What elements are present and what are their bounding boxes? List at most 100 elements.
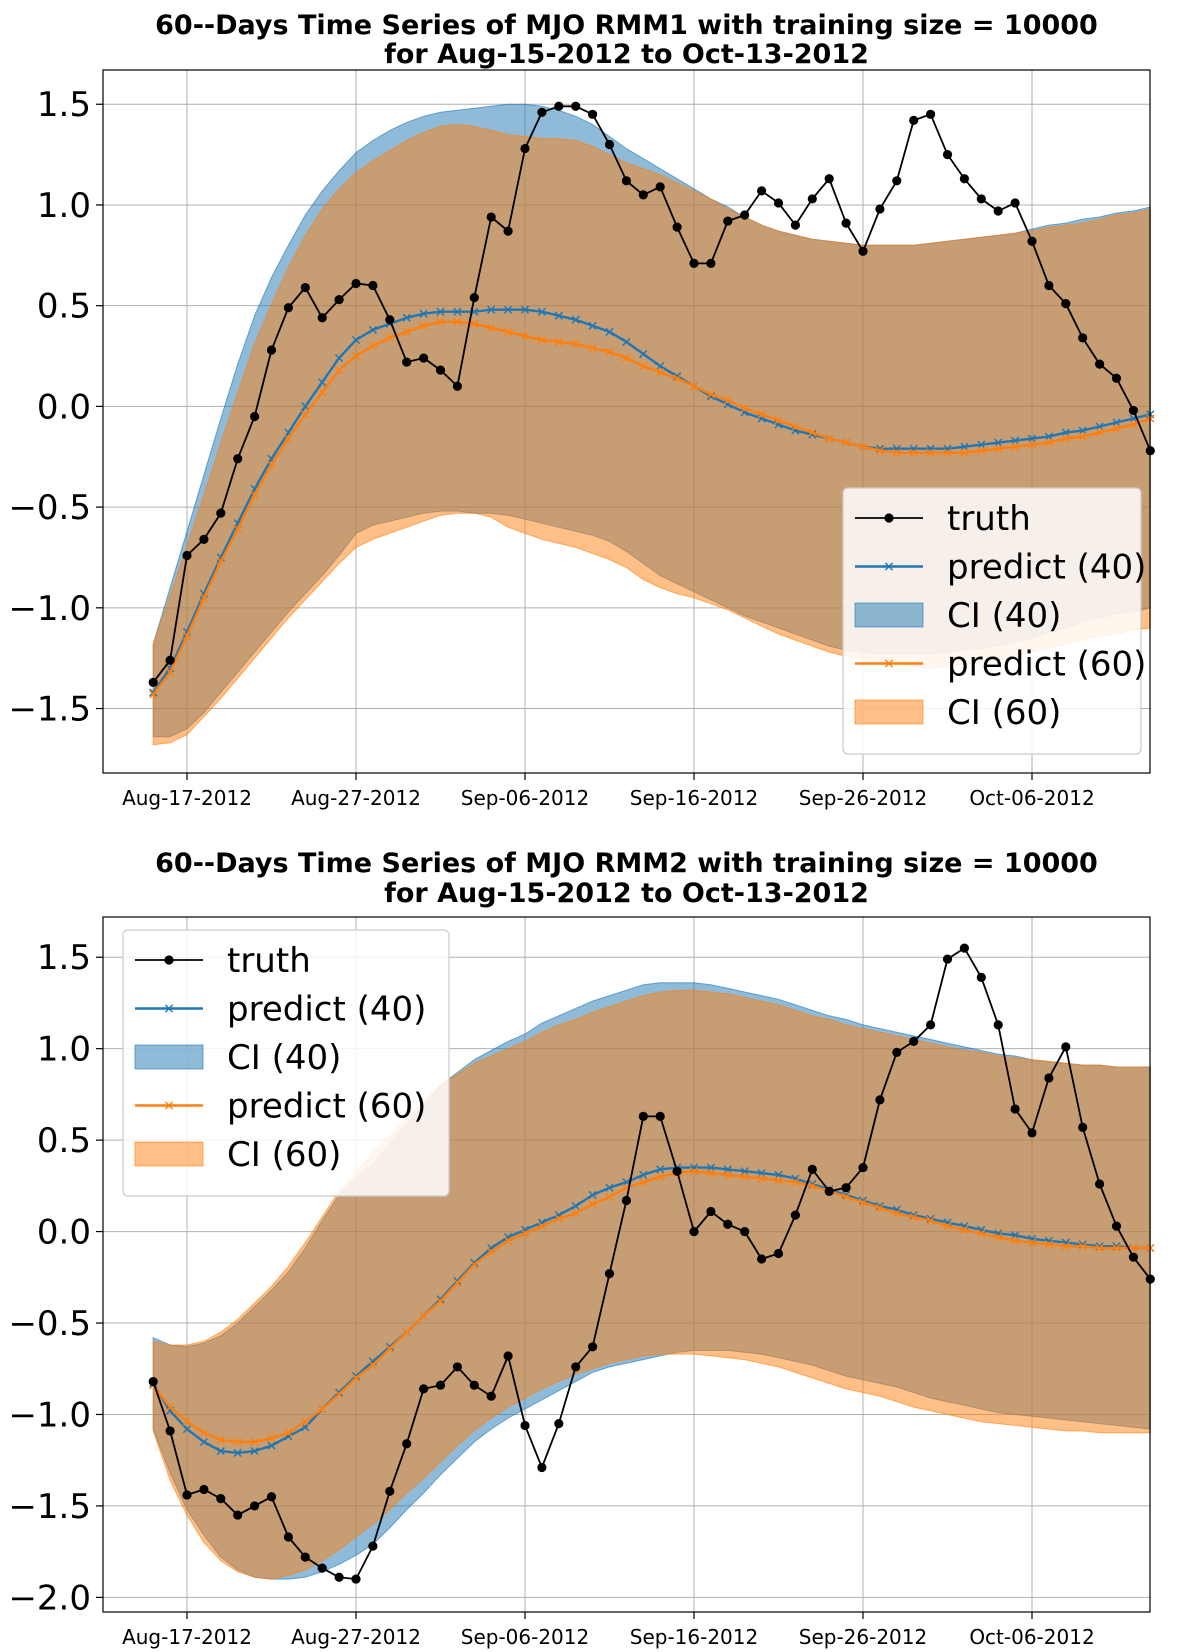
x-tick-label: Sep-16-2012 — [630, 1625, 758, 1649]
legend-swatch — [854, 699, 924, 725]
chart-subtitle: for Aug-15-2012 to Oct-13-2012 — [384, 878, 869, 909]
legend-swatch — [854, 602, 924, 628]
legend-item: CI (40) — [854, 596, 1061, 636]
y-tick-label: 1.5 — [37, 85, 91, 125]
data-point — [858, 246, 868, 256]
x-tick-label: Aug-17-2012 — [122, 786, 252, 810]
data-point — [453, 1278, 462, 1287]
data-point — [318, 378, 327, 387]
data-point — [351, 1574, 361, 1584]
data-point — [1111, 373, 1122, 383]
data-point — [419, 1311, 428, 1320]
legend-box — [122, 929, 450, 1197]
data-point — [723, 216, 733, 226]
data-point — [385, 1344, 394, 1353]
data-point — [604, 1269, 615, 1279]
data-point — [588, 1190, 597, 1200]
series-truth — [148, 943, 1155, 1584]
data-point — [909, 1212, 918, 1222]
y-tick-label: −1.0 — [8, 1395, 91, 1435]
data-point — [368, 280, 378, 291]
data-point — [520, 331, 530, 340]
legend-label: truth — [947, 499, 1031, 539]
legend-marker — [884, 659, 894, 668]
data-point — [554, 101, 564, 111]
x-tick-label: Aug-27-2012 — [291, 1625, 421, 1649]
data-point — [1061, 428, 1070, 437]
data-point — [656, 362, 665, 371]
data-point — [960, 442, 969, 451]
data-point — [166, 668, 175, 677]
data-point — [976, 972, 986, 982]
data-point — [385, 333, 394, 342]
data-point — [858, 1198, 868, 1207]
data-point — [622, 337, 631, 347]
data-point — [926, 448, 935, 457]
data-point — [622, 353, 631, 363]
legend-label: CI (60) — [947, 693, 1061, 733]
legend-item: CI (40) — [134, 1038, 341, 1078]
data-point — [740, 210, 750, 220]
data-point — [436, 1296, 445, 1306]
plot-frame — [102, 69, 1151, 774]
data-point — [672, 222, 682, 232]
data-point — [469, 293, 479, 303]
data-point — [419, 321, 428, 330]
data-point — [740, 404, 749, 413]
data-point — [1044, 432, 1053, 441]
data-point — [656, 368, 665, 377]
data-point — [318, 1404, 327, 1414]
legend-item: predict (60) — [855, 645, 1146, 685]
y-tick-label: 0.5 — [37, 287, 91, 327]
data-point — [621, 1195, 632, 1206]
legend-item: truth — [135, 941, 311, 981]
data-point — [317, 1563, 327, 1573]
data-point — [588, 1200, 597, 1209]
data-point — [757, 1254, 767, 1264]
x-tick-label: Sep-06-2012 — [461, 786, 589, 810]
data-point — [334, 1572, 344, 1582]
data-point — [1011, 442, 1020, 451]
data-point — [959, 943, 970, 953]
data-point — [942, 150, 953, 160]
data-point — [267, 1434, 276, 1443]
data-point — [706, 390, 715, 399]
y-tick-label: 0.5 — [37, 1121, 91, 1161]
x-tick-label: Aug-17-2012 — [122, 1625, 252, 1649]
x-tick-label: Oct-06-2012 — [969, 1625, 1094, 1649]
data-point — [419, 353, 429, 363]
data-point — [942, 954, 953, 964]
chart-rmm1: 60--Days Time Series of MJO RMM1 with tr… — [8, 10, 1155, 810]
y-tick-label: 1.0 — [37, 1030, 91, 1070]
data-point — [453, 317, 462, 326]
chart-title: 60--Days Time Series of MJO RMM2 with tr… — [155, 848, 1098, 879]
data-point — [504, 327, 513, 336]
legend-label: CI (40) — [947, 596, 1061, 636]
data-point — [791, 1178, 800, 1187]
data-point — [1061, 434, 1070, 443]
data-point — [1112, 418, 1121, 427]
legend: truth predict (40) CI (40) predict (60) CI (… — [842, 487, 1146, 755]
data-point — [774, 416, 783, 425]
data-point — [335, 366, 344, 375]
legend-swatch — [134, 1044, 204, 1070]
data-point — [435, 365, 446, 375]
data-point — [790, 1210, 801, 1220]
data-point — [436, 317, 445, 326]
data-point — [1129, 420, 1138, 429]
data-point — [807, 194, 817, 204]
data-point — [994, 1232, 1003, 1242]
data-point — [470, 1258, 479, 1267]
data-point — [960, 1225, 969, 1234]
data-point — [419, 1384, 429, 1394]
data-point — [639, 362, 648, 371]
data-point — [301, 402, 310, 411]
data-point — [858, 1162, 868, 1173]
data-point — [503, 1351, 513, 1361]
legend-item: predict (40) — [855, 548, 1146, 588]
data-point — [520, 143, 530, 154]
data-point — [1111, 1221, 1122, 1231]
y-tick-label: −0.5 — [8, 1304, 91, 1344]
data-point — [790, 220, 801, 230]
data-point — [216, 557, 225, 566]
